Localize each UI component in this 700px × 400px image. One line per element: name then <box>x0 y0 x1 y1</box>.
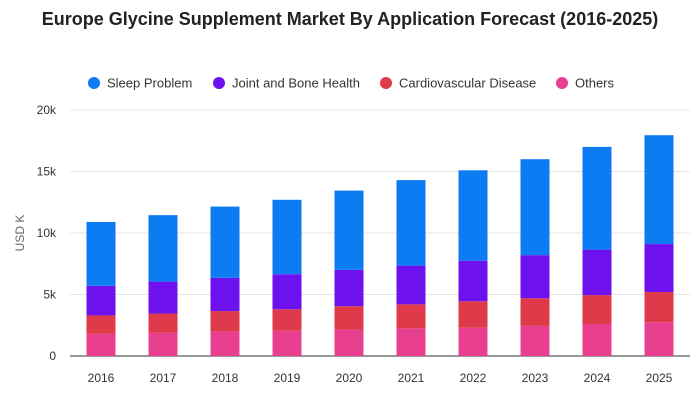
y-tick-label: 20k <box>37 103 57 117</box>
x-tick-label: 2025 <box>646 371 673 385</box>
bar-segment-others <box>458 327 488 356</box>
bar-segment-cardiovascular-disease <box>520 298 550 326</box>
bar-segment-cardiovascular-disease <box>644 292 674 323</box>
x-tick-label: 2017 <box>150 371 177 385</box>
legend-marker <box>380 77 392 89</box>
bar-segment-sleep-problem <box>86 221 116 286</box>
bar-segment-others <box>86 333 116 356</box>
bar-segment-sleep-problem <box>458 170 488 261</box>
bar-segment-sleep-problem <box>210 206 240 278</box>
bar-segment-joint-and-bone-health <box>396 265 426 305</box>
legend-label: Cardiovascular Disease <box>399 76 536 91</box>
x-tick-label: 2019 <box>274 371 301 385</box>
x-tick-label: 2020 <box>336 371 363 385</box>
bar-segment-sleep-problem <box>334 190 364 270</box>
bar-segment-sleep-problem <box>148 215 178 282</box>
bar-segment-cardiovascular-disease <box>148 313 178 333</box>
bar-segment-others <box>520 325 550 356</box>
bar-segment-joint-and-bone-health <box>334 269 364 307</box>
x-tick-label: 2022 <box>460 371 487 385</box>
bar-segment-sleep-problem <box>582 146 612 250</box>
x-tick-label: 2023 <box>522 371 549 385</box>
bar-segment-joint-and-bone-health <box>458 260 488 302</box>
y-axis-label: USD K <box>13 215 27 252</box>
bar-segment-joint-and-bone-health <box>582 249 612 296</box>
legend-label: Sleep Problem <box>107 76 192 91</box>
y-tick-label: 15k <box>37 165 57 179</box>
bar-segment-cardiovascular-disease <box>458 301 488 328</box>
bar-segment-joint-and-bone-health <box>520 255 550 299</box>
y-tick-label: 0 <box>49 349 56 363</box>
bar-segment-cardiovascular-disease <box>582 295 612 325</box>
bar-segment-sleep-problem <box>644 135 674 245</box>
legend-label: Others <box>575 76 615 91</box>
legend-marker <box>213 77 225 89</box>
y-tick-label: 5k <box>43 288 57 302</box>
bar-segment-joint-and-bone-health <box>210 277 240 312</box>
bar-segment-others <box>210 331 240 356</box>
chart-title-text: Europe Glycine Supplement Market By Appl… <box>41 9 659 29</box>
bar-segment-cardiovascular-disease <box>334 306 364 330</box>
x-tick-label: 2016 <box>88 371 115 385</box>
bar-segment-joint-and-bone-health <box>272 274 302 310</box>
bar-segment-cardiovascular-disease <box>272 309 302 331</box>
bar-segment-sleep-problem <box>396 180 426 266</box>
legend-label: Joint and Bone Health <box>232 76 360 91</box>
bar-segment-joint-and-bone-health <box>148 281 178 314</box>
bar-segment-others <box>148 332 178 356</box>
bar-segment-cardiovascular-disease <box>86 315 116 334</box>
y-tick-label: 10k <box>37 226 57 240</box>
x-tick-label: 2021 <box>398 371 425 385</box>
legend-marker <box>556 77 568 89</box>
x-tick-label: 2024 <box>584 371 611 385</box>
chart-title: Europe Glycine Supplement Market By Appl… <box>0 8 700 30</box>
bar-segment-sleep-problem <box>520 159 550 256</box>
legend-marker <box>88 77 100 89</box>
bar-segment-joint-and-bone-health <box>86 285 116 316</box>
bar-segment-sleep-problem <box>272 199 302 275</box>
bar-segment-joint-and-bone-health <box>644 244 674 293</box>
bar-segment-others <box>644 322 674 356</box>
bar-segment-others <box>334 329 364 356</box>
x-tick-label: 2018 <box>212 371 239 385</box>
bar-segment-cardiovascular-disease <box>210 311 240 332</box>
bar-segment-others <box>582 324 612 356</box>
bar-segment-cardiovascular-disease <box>396 304 426 329</box>
bar-segment-others <box>272 330 302 356</box>
bar-segment-others <box>396 328 426 356</box>
